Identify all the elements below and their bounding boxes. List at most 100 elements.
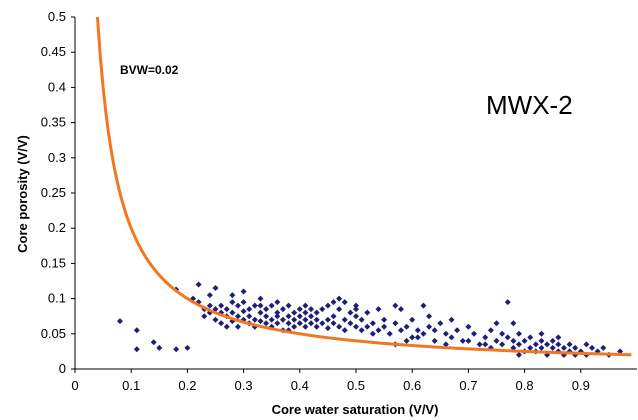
data-point bbox=[442, 341, 449, 348]
data-point bbox=[212, 285, 219, 292]
y-tick-label: 0.35 bbox=[41, 115, 66, 130]
data-point bbox=[555, 341, 562, 348]
data-point bbox=[206, 302, 213, 309]
x-tick-label: 0.1 bbox=[122, 378, 140, 393]
data-point bbox=[274, 320, 281, 327]
data-points bbox=[116, 281, 624, 358]
data-point bbox=[319, 320, 326, 327]
data-point bbox=[454, 327, 461, 334]
data-point bbox=[296, 320, 303, 327]
data-point bbox=[246, 313, 253, 320]
data-point bbox=[218, 302, 225, 309]
data-point bbox=[482, 341, 489, 348]
data-point bbox=[206, 292, 213, 299]
data-point bbox=[234, 323, 241, 330]
data-point bbox=[274, 299, 281, 306]
data-point bbox=[257, 295, 264, 302]
data-point bbox=[538, 344, 545, 351]
data-point bbox=[515, 341, 522, 348]
x-tick-label: 0 bbox=[71, 378, 78, 393]
data-point bbox=[313, 316, 320, 323]
y-tick-label: 0.1 bbox=[48, 291, 66, 306]
y-tick-label: 0.5 bbox=[48, 9, 66, 24]
data-point bbox=[465, 337, 472, 344]
data-point bbox=[392, 320, 399, 327]
data-point bbox=[324, 302, 331, 309]
data-point bbox=[560, 344, 567, 351]
data-point bbox=[403, 323, 410, 330]
data-point bbox=[336, 306, 343, 313]
data-point bbox=[330, 313, 337, 320]
data-point bbox=[302, 316, 309, 323]
data-point bbox=[195, 281, 202, 288]
data-point bbox=[341, 299, 348, 306]
y-axis-title: Core porosity (V/V) bbox=[15, 135, 30, 253]
data-point bbox=[437, 320, 444, 327]
data-point bbox=[324, 325, 331, 332]
x-tick-label: 0.2 bbox=[178, 378, 196, 393]
data-point bbox=[420, 330, 427, 337]
data-point bbox=[308, 313, 315, 320]
data-point bbox=[291, 309, 298, 316]
y-tick-label: 0 bbox=[59, 361, 66, 376]
y-tick-label: 0.25 bbox=[41, 185, 66, 200]
data-point bbox=[229, 299, 236, 306]
y-tick-label: 0.3 bbox=[48, 150, 66, 165]
data-point bbox=[263, 320, 270, 327]
data-point bbox=[285, 313, 292, 320]
data-point bbox=[549, 337, 556, 344]
data-point bbox=[499, 330, 506, 337]
data-point bbox=[544, 341, 551, 348]
data-point bbox=[336, 323, 343, 330]
data-point bbox=[527, 344, 534, 351]
data-point bbox=[353, 306, 359, 313]
data-point bbox=[369, 330, 376, 337]
data-point bbox=[353, 323, 359, 330]
x-tick-label: 0.5 bbox=[347, 378, 365, 393]
data-point bbox=[403, 337, 410, 344]
data-point bbox=[414, 327, 421, 334]
data-point bbox=[442, 330, 449, 337]
data-point bbox=[426, 313, 433, 320]
data-point bbox=[465, 323, 472, 330]
data-point bbox=[257, 302, 264, 309]
data-point bbox=[549, 344, 556, 351]
data-point bbox=[285, 320, 292, 327]
data-point bbox=[448, 316, 455, 323]
data-point bbox=[381, 323, 388, 330]
data-point bbox=[150, 339, 157, 346]
data-point bbox=[392, 302, 399, 309]
data-point bbox=[414, 334, 421, 341]
data-point bbox=[201, 313, 208, 320]
data-point bbox=[386, 330, 393, 337]
data-point bbox=[212, 316, 219, 323]
data-point bbox=[375, 306, 382, 313]
data-point bbox=[353, 313, 359, 320]
data-point bbox=[336, 295, 343, 302]
data-point bbox=[482, 334, 489, 341]
data-point bbox=[369, 320, 376, 327]
data-point bbox=[409, 334, 416, 341]
data-point bbox=[268, 316, 275, 323]
bvw-annotation: BVW=0.02 bbox=[120, 63, 179, 77]
x-tick-label: 0.9 bbox=[572, 378, 590, 393]
data-point bbox=[263, 313, 270, 320]
data-point bbox=[302, 309, 309, 316]
data-point bbox=[296, 313, 303, 320]
data-point bbox=[240, 299, 247, 306]
data-point bbox=[223, 306, 230, 313]
data-point bbox=[223, 323, 230, 330]
data-point bbox=[229, 309, 236, 316]
data-point bbox=[324, 316, 331, 323]
data-point bbox=[257, 318, 264, 325]
data-point bbox=[431, 337, 438, 344]
data-point bbox=[291, 316, 298, 323]
data-point bbox=[358, 316, 365, 323]
data-point bbox=[184, 344, 191, 351]
data-point bbox=[504, 334, 511, 341]
data-point bbox=[364, 309, 371, 316]
data-point bbox=[330, 299, 337, 306]
y-tick-label: 0.15 bbox=[41, 255, 66, 270]
data-point bbox=[251, 302, 258, 309]
